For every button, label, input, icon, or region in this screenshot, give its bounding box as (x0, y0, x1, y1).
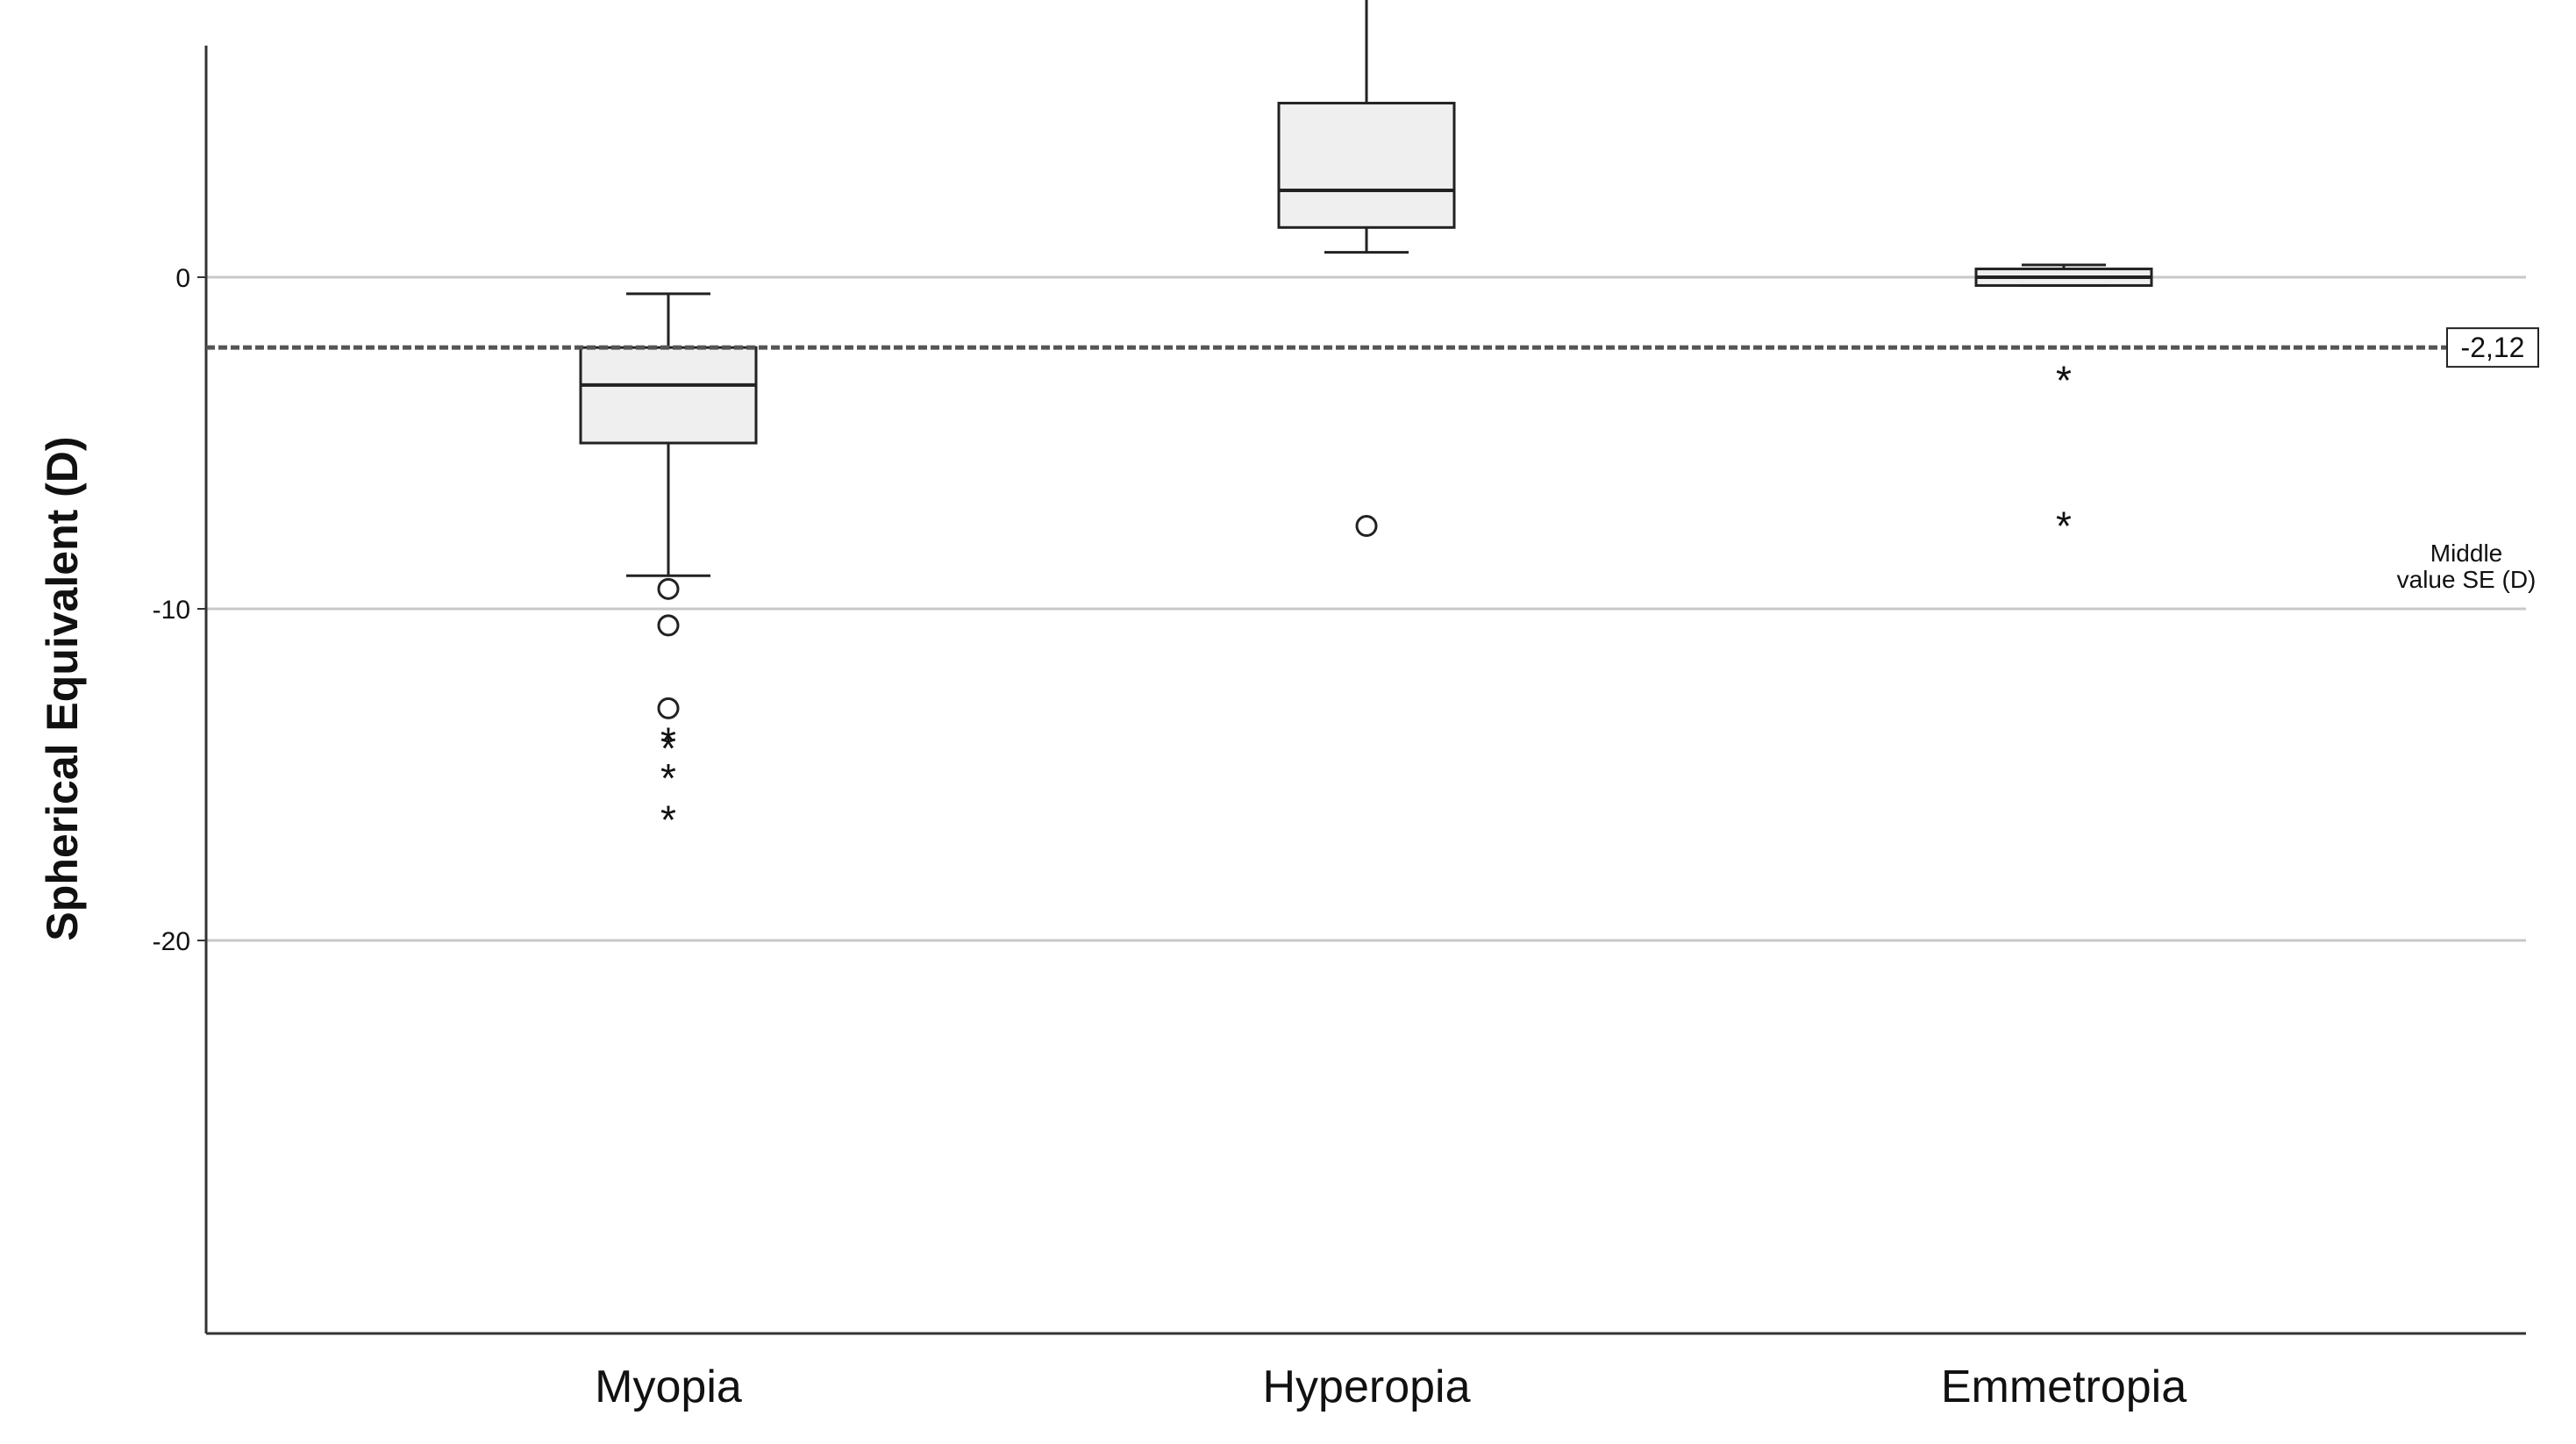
x-category-label: Emmetropia (1941, 1362, 2187, 1412)
y-axis-title: Spherical Equivalent (D) (38, 436, 87, 940)
box-emmetropia: ** (1974, 263, 2153, 549)
outlier-star: * (660, 726, 676, 771)
outlier-star: * (660, 718, 676, 764)
reference-caption-line1: Middle (2430, 540, 2502, 567)
outlier-circle (657, 577, 680, 600)
iqr-box (579, 346, 758, 445)
x-category-label: Myopia (595, 1362, 742, 1412)
box-hyperopia (1277, 0, 1456, 537)
boxes: ****** (579, 0, 2153, 842)
box-myopia: **** (579, 292, 758, 842)
outlier-circle (657, 697, 680, 719)
outlier-star: * (2056, 357, 2072, 403)
outlier-star: * (2056, 504, 2072, 549)
x-category-label: Hyperopia (1262, 1362, 1470, 1412)
outlier-circle (657, 614, 680, 637)
outlier-circle (1355, 515, 1378, 537)
reference-value-box (2446, 327, 2539, 368)
y-tick-label: -20 (153, 927, 190, 956)
iqr-box (1277, 102, 1456, 229)
outlier-star: * (660, 755, 676, 801)
reference-caption-line2: value SE (D) (2397, 566, 2537, 593)
y-tick-label: 0 (175, 264, 190, 293)
y-tick-label: -10 (153, 596, 190, 625)
axes (197, 46, 2526, 1335)
reference-value-label: -2,12 (2461, 332, 2525, 363)
outlier-star: * (660, 797, 676, 842)
